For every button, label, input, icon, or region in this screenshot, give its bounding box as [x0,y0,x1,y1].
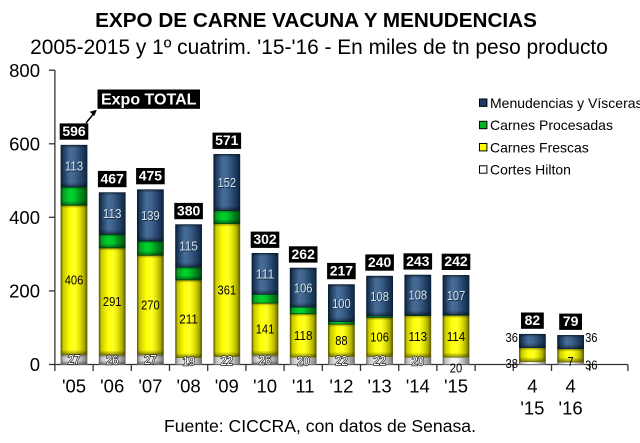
svg-text:600: 600 [9,134,40,155]
svg-text:36: 36 [585,358,597,373]
svg-text:'11: '11 [292,376,315,397]
svg-text:113: 113 [66,160,85,175]
svg-text:'16: '16 [559,398,583,419]
svg-text:111: 111 [256,267,275,282]
svg-text:107: 107 [448,289,467,304]
svg-text:139: 139 [141,208,160,223]
svg-text:270: 270 [141,298,160,313]
svg-text:106: 106 [370,330,389,345]
svg-text:'05: '05 [62,376,86,397]
svg-text:27: 27 [68,352,80,367]
svg-text:'08: '08 [177,376,201,397]
svg-text:211: 211 [179,311,198,326]
svg-text:113: 113 [65,159,84,174]
svg-text:240: 240 [368,254,392,270]
svg-text:'12: '12 [329,376,353,397]
svg-text:467: 467 [101,170,125,186]
svg-text:139: 139 [142,209,161,224]
svg-text:88: 88 [335,333,347,348]
svg-text:Carnes Frescas: Carnes Frescas [490,139,589,155]
svg-text:200: 200 [9,281,40,302]
svg-text:Cortes Hilton: Cortes Hilton [490,162,571,178]
svg-text:'15: '15 [444,376,468,397]
svg-text:36: 36 [585,330,597,345]
svg-text:571: 571 [215,132,239,148]
svg-text:Fuente: CICCRA, con datos de S: Fuente: CICCRA, con datos de Senasa. [164,416,476,436]
svg-text:'13: '13 [368,376,392,397]
svg-text:'14: '14 [406,376,430,397]
svg-text:243: 243 [406,253,430,269]
svg-text:108: 108 [370,289,389,304]
svg-text:19: 19 [182,354,194,369]
svg-text:475: 475 [139,168,163,184]
svg-text:361: 361 [218,283,237,298]
svg-text:EXPO DE CARNE VACUNA Y MENUDEN: EXPO DE CARNE VACUNA Y MENUDENCIAS [95,9,537,32]
svg-text:20: 20 [450,361,462,376]
svg-text:114: 114 [447,329,466,344]
svg-text:2005-2015 y 1º cuatrim. '15-'1: 2005-2015 y 1º cuatrim. '15-'16 - En mil… [30,36,608,59]
svg-text:82: 82 [525,312,541,328]
svg-text:38: 38 [506,356,518,371]
svg-text:113: 113 [409,329,428,344]
svg-text:111: 111 [257,267,276,282]
svg-text:'07: '07 [138,376,162,397]
svg-text:4: 4 [527,376,537,397]
svg-text:380: 380 [177,202,201,218]
svg-text:108: 108 [409,289,428,304]
svg-text:106: 106 [294,280,313,295]
svg-text:800: 800 [9,60,40,81]
svg-text:113: 113 [104,207,123,222]
svg-text:107: 107 [447,288,466,303]
svg-text:113: 113 [103,206,122,221]
svg-text:22: 22 [373,353,385,368]
svg-text:596: 596 [62,123,86,139]
svg-text:27: 27 [144,352,156,367]
svg-text:106: 106 [295,281,314,296]
svg-text:108: 108 [409,288,428,303]
svg-text:400: 400 [9,207,40,228]
svg-text:20: 20 [412,354,424,369]
svg-text:291: 291 [103,294,122,309]
svg-text:152: 152 [218,176,237,191]
svg-text:118: 118 [294,328,313,343]
svg-text:115: 115 [179,239,198,254]
svg-text:Carnes Procesadas: Carnes Procesadas [490,117,613,133]
svg-text:'10: '10 [253,376,277,397]
svg-text:4: 4 [565,376,575,397]
svg-text:141: 141 [256,322,275,337]
svg-text:406: 406 [65,273,84,288]
svg-text:152: 152 [218,175,237,190]
svg-text:0: 0 [30,354,40,375]
svg-text:20: 20 [297,354,309,369]
svg-text:'06: '06 [100,376,124,397]
svg-text:Menudencias y Vísceras: Menudencias y Vísceras [490,95,640,111]
svg-text:7: 7 [568,354,574,369]
svg-text:262: 262 [292,246,316,262]
svg-text:Expo TOTAL: Expo TOTAL [101,92,197,109]
svg-text:26: 26 [106,352,118,367]
svg-text:100: 100 [332,296,351,311]
svg-text:100: 100 [333,297,352,312]
svg-text:108: 108 [371,290,390,305]
svg-text:22: 22 [221,353,233,368]
svg-text:302: 302 [253,231,277,247]
svg-text:217: 217 [330,262,354,278]
svg-text:242: 242 [444,253,468,269]
svg-text:26: 26 [259,352,271,367]
svg-text:'09: '09 [215,376,239,397]
svg-text:'15: '15 [520,398,544,419]
svg-text:79: 79 [563,313,579,329]
svg-text:36: 36 [506,330,518,345]
svg-text:22: 22 [335,353,347,368]
svg-text:115: 115 [180,240,199,255]
